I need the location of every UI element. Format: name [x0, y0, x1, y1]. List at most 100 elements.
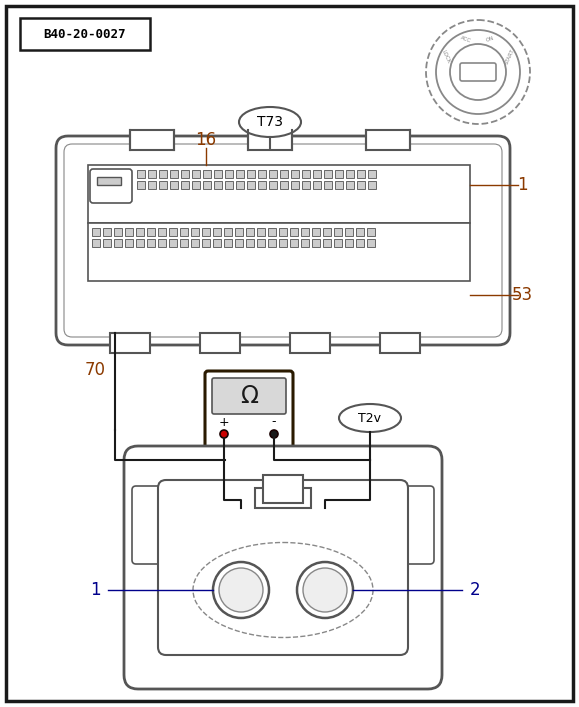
Circle shape	[450, 44, 506, 100]
Bar	[345, 228, 353, 236]
Bar	[148, 181, 156, 189]
Bar	[224, 239, 232, 247]
Bar	[268, 228, 276, 236]
Bar	[346, 181, 354, 189]
Bar	[137, 181, 145, 189]
Bar	[214, 170, 222, 178]
Bar	[291, 170, 299, 178]
Bar	[335, 181, 343, 189]
Bar	[202, 239, 210, 247]
Bar	[103, 228, 111, 236]
Bar	[148, 170, 156, 178]
Bar	[380, 333, 420, 353]
Text: -: -	[272, 416, 276, 428]
Bar	[313, 181, 321, 189]
Bar	[235, 239, 243, 247]
FancyBboxPatch shape	[404, 486, 434, 564]
Bar	[236, 181, 244, 189]
Text: ACC: ACC	[460, 35, 472, 43]
Circle shape	[436, 30, 520, 114]
Bar	[92, 228, 100, 236]
FancyBboxPatch shape	[212, 378, 286, 414]
Circle shape	[270, 430, 278, 438]
FancyBboxPatch shape	[90, 169, 132, 203]
Bar	[202, 228, 210, 236]
Bar	[356, 228, 364, 236]
Bar	[291, 181, 299, 189]
Bar	[200, 333, 240, 353]
Bar	[255, 488, 311, 508]
Bar	[269, 170, 277, 178]
Bar	[279, 239, 287, 247]
Bar	[147, 228, 155, 236]
Bar	[203, 170, 211, 178]
Bar	[280, 170, 288, 178]
Bar	[137, 170, 145, 178]
Bar	[290, 239, 298, 247]
Bar	[323, 228, 331, 236]
Bar	[214, 181, 222, 189]
Bar	[302, 181, 310, 189]
FancyBboxPatch shape	[205, 371, 293, 449]
Bar	[368, 170, 376, 178]
Bar	[312, 239, 320, 247]
Bar	[88, 223, 470, 281]
Bar	[345, 239, 353, 247]
Bar	[257, 239, 265, 247]
Text: 70: 70	[85, 361, 105, 379]
Circle shape	[426, 20, 530, 124]
Bar	[236, 170, 244, 178]
Bar	[180, 228, 188, 236]
Text: 16: 16	[196, 131, 217, 149]
Bar	[225, 181, 233, 189]
Bar	[169, 228, 177, 236]
Bar	[357, 181, 365, 189]
Bar	[125, 228, 133, 236]
Bar	[97, 177, 121, 185]
Bar	[368, 181, 376, 189]
Bar	[213, 228, 221, 236]
Bar	[334, 239, 342, 247]
Text: 1: 1	[90, 581, 100, 599]
Bar	[258, 181, 266, 189]
Bar	[169, 239, 177, 247]
Bar	[302, 170, 310, 178]
Bar	[192, 170, 200, 178]
Bar	[203, 181, 211, 189]
Bar	[268, 239, 276, 247]
Bar	[290, 228, 298, 236]
Bar	[213, 239, 221, 247]
Circle shape	[297, 562, 353, 618]
Bar	[335, 170, 343, 178]
Text: 53: 53	[511, 286, 533, 304]
Bar	[346, 170, 354, 178]
Text: ON: ON	[485, 35, 495, 43]
Text: T73: T73	[257, 115, 283, 129]
Bar	[130, 130, 174, 150]
Text: 1: 1	[516, 176, 527, 194]
Bar	[301, 228, 309, 236]
Bar	[248, 130, 292, 150]
Circle shape	[213, 562, 269, 618]
FancyBboxPatch shape	[124, 446, 442, 689]
Bar	[367, 239, 375, 247]
Circle shape	[303, 568, 347, 612]
Bar	[246, 228, 254, 236]
FancyBboxPatch shape	[64, 144, 502, 337]
Text: T2v: T2v	[358, 411, 382, 424]
Bar	[181, 170, 189, 178]
Bar	[313, 170, 321, 178]
Bar	[191, 239, 199, 247]
Bar	[356, 239, 364, 247]
Ellipse shape	[193, 542, 373, 638]
Bar	[324, 170, 332, 178]
Bar	[258, 170, 266, 178]
Bar	[180, 239, 188, 247]
Ellipse shape	[339, 404, 401, 432]
Bar	[225, 170, 233, 178]
Bar	[136, 228, 144, 236]
Circle shape	[220, 430, 228, 438]
Bar	[357, 170, 365, 178]
Bar	[280, 181, 288, 189]
Bar	[367, 228, 375, 236]
